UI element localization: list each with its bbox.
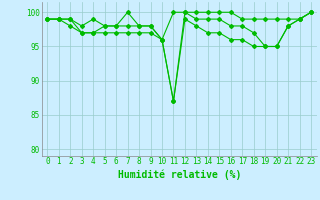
X-axis label: Humidité relative (%): Humidité relative (%)	[117, 169, 241, 180]
